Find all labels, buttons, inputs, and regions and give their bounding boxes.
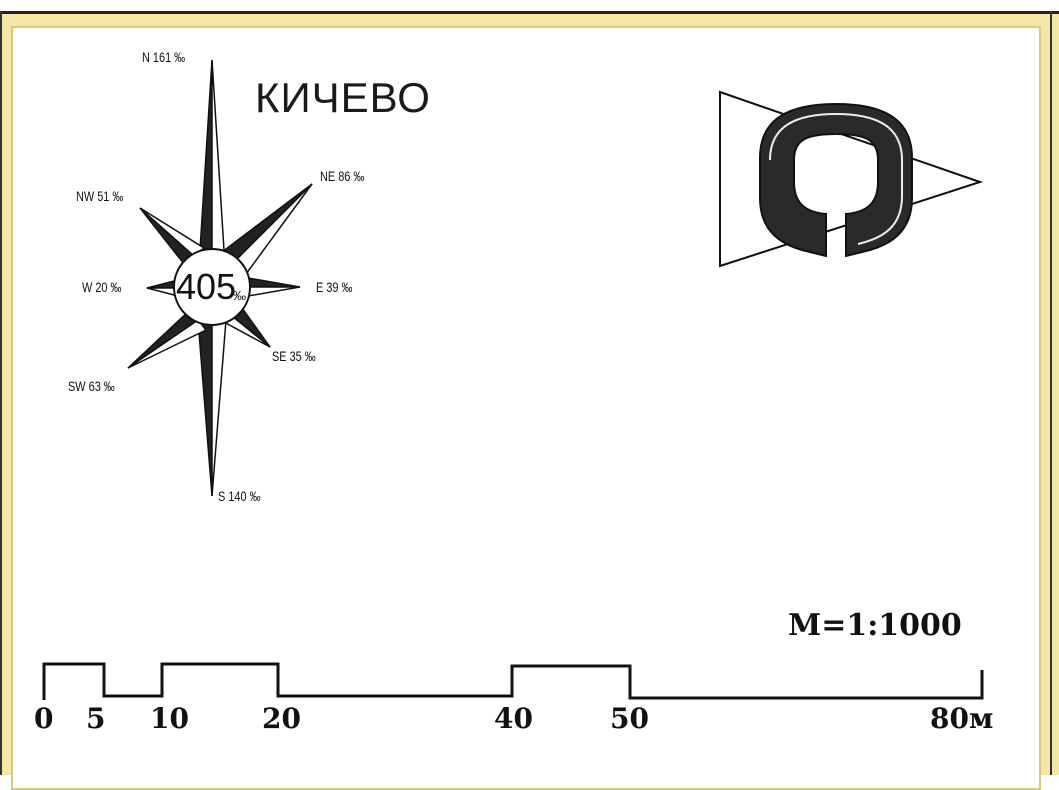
frame-top-border: [0, 11, 1059, 14]
wind-rose: [127, 59, 313, 497]
rose-label-se: SE 35 ‰: [272, 348, 316, 364]
rose-label-e: E 39 ‰: [316, 279, 353, 295]
rose-center-value: 405: [176, 266, 237, 307]
rose-ray-e: [247, 277, 301, 297]
scale-bar: [42, 662, 984, 700]
scale-tick-80: 80м: [930, 702, 994, 735]
rose-ray-n: [199, 59, 225, 251]
rose-label-n: N 161 ‰: [142, 49, 186, 65]
scale-tick-0: 0: [34, 702, 54, 735]
rose-label-sw: SW 63 ‰: [68, 378, 115, 394]
scale-tick-5: 5: [86, 702, 106, 735]
rose-ray-s: [197, 319, 227, 497]
scale-tick-10: 10: [150, 702, 189, 735]
scale-ratio: M=1:1000: [788, 608, 962, 643]
scale-tick-20: 20: [262, 702, 301, 735]
rose-center-unit: ‰: [233, 288, 246, 303]
rose-label-ne: NE 86 ‰: [320, 168, 365, 184]
compass-pictogram: [719, 90, 984, 268]
frame-right-border: [1050, 11, 1052, 775]
place-title: КИЧЕВО: [255, 74, 431, 121]
rose-label-w: W 20 ‰: [82, 279, 122, 295]
frame-left-border: [0, 11, 2, 775]
scale-tick-50: 50: [610, 702, 649, 735]
rose-label-s: S 140 ‰: [218, 488, 261, 504]
scale-tick-40: 40: [494, 702, 533, 735]
rose-center-circle: [173, 248, 251, 326]
rose-ray-se: [222, 306, 271, 348]
rose-label-nw: NW 51 ‰: [76, 188, 124, 204]
